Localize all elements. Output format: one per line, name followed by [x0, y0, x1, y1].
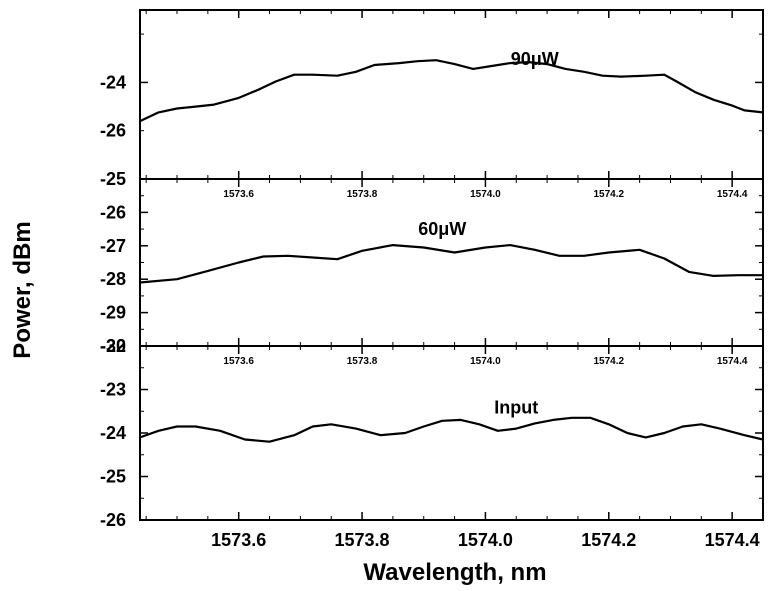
series-label-bottom: Input: [494, 397, 538, 417]
series-label-top: 90μW: [511, 49, 559, 69]
panel-bottom: [138, 345, 765, 521]
inner-x-tick-label-middle-3: 1574.2: [593, 189, 624, 200]
y-tick-label-bottom-4: -26: [100, 510, 126, 530]
inner-x-tick-label-middle-1: 1573.8: [347, 189, 378, 200]
y-tick-label-middle-3: -29: [100, 303, 126, 323]
labels-group: -24 -26 -25 90μW -26 -27 -28 -29 -30 1573.6 1573.8…: [100, 49, 760, 550]
y-tick-label-bottom-3: -25: [100, 467, 126, 487]
x-tick-label-2: 1574.0: [458, 530, 513, 550]
y-tick-label-middle-0: -26: [100, 202, 126, 222]
y-tick-label-middle-2: -28: [100, 269, 126, 289]
inner-x-tick-label-bottom-1: 1573.8: [347, 356, 378, 367]
y-tick-label-bottom-0: -22: [100, 336, 126, 356]
series-line-middle: [138, 244, 765, 284]
inner-x-tick-label-middle-4: 1574.4: [717, 189, 748, 200]
y-tick-label-bottom-2: -24: [100, 423, 126, 443]
panel-frame-top: [139, 9, 764, 180]
inner-x-tick-label-bottom-2: 1574.0: [470, 356, 501, 367]
inner-x-tick-label-bottom-4: 1574.4: [717, 356, 748, 367]
x-axis-title: Wavelength, nm: [363, 559, 546, 586]
series-line-top: [138, 59, 765, 123]
x-tick-label-1: 1573.8: [335, 530, 390, 550]
inner-x-tick-label-middle-2: 1574.0: [470, 189, 501, 200]
series-label-middle: 60μW: [418, 219, 466, 239]
x-tick-label-4: 1574.4: [705, 530, 760, 550]
inner-x-tick-label-bottom-3: 1574.2: [593, 356, 624, 367]
x-tick-label-0: 1573.6: [211, 530, 266, 550]
y-axis-title: Power, dBm: [9, 221, 36, 358]
inner-x-tick-label-middle-0: 1573.6: [223, 189, 254, 200]
inner-x-tick-label-bottom-0: 1573.6: [223, 356, 254, 367]
y-tick-label-top-0: -24: [100, 72, 126, 92]
y-tick-label-top-2: -25: [100, 169, 126, 189]
y-tick-label-top-1: -26: [100, 121, 126, 141]
series-line-bottom: [138, 416, 765, 443]
y-tick-label-middle-1: -27: [100, 236, 126, 256]
panel-frame-bottom: [139, 345, 764, 521]
panels-group: [138, 9, 765, 521]
y-tick-label-bottom-1: -23: [100, 380, 126, 400]
x-tick-label-3: 1574.2: [581, 530, 636, 550]
panel-top: [138, 9, 765, 180]
y-tick-label-middle-4: -30: [100, 336, 126, 356]
panel-middle: [138, 178, 765, 347]
